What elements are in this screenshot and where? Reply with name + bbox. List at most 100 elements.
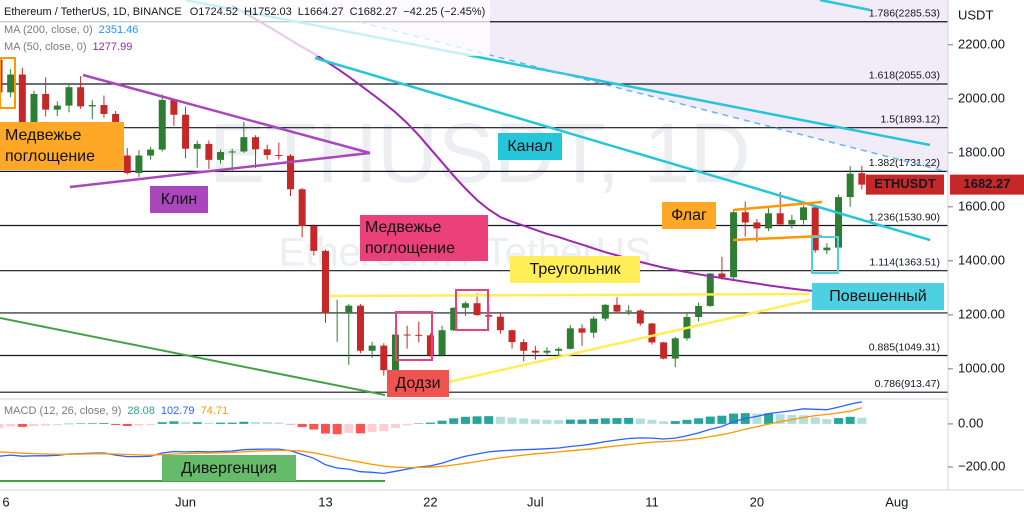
annotation-text: Медвежье (5, 127, 81, 144)
level-label: 1.236(1530.90) (869, 211, 940, 223)
symbol-tag-label: ETHUSDT (874, 176, 935, 191)
candle-body (823, 247, 831, 251)
annotation-box (162, 455, 296, 481)
axes: 1000.00 1200.00 1400.00 1600.00 1800.00 2000.… (2, 36, 1024, 509)
macd-histogram-bar (41, 423, 51, 426)
macd-histogram-bar (239, 421, 249, 424)
fib-levels: 1.786(2285.53) 1.618(2055.03) 1.5(1893.12)… (0, 8, 948, 393)
annotation-text: Клин (161, 191, 197, 208)
macd-histogram-bar (495, 416, 505, 424)
ma-name: MA (50, close, 0) (4, 41, 87, 53)
level-label: 0.786(913.47) (875, 378, 940, 390)
candle-body (636, 310, 644, 324)
wedge-line (82, 73, 371, 155)
macd-histogram-bar (251, 421, 261, 424)
pattern-box (395, 311, 433, 361)
candle-body (450, 307, 458, 331)
x-tick-label: Jun (175, 494, 196, 509)
annotation-text: Флаг (671, 207, 707, 224)
candle-body (147, 149, 155, 156)
candle-body (520, 342, 528, 351)
ohlc-label: L (298, 6, 304, 18)
macd-line (0, 407, 862, 469)
y-tick-label: 1200.00 (958, 306, 1005, 321)
symbol-title: Ethereum / TetherUS, 1D, BINANCE (4, 6, 182, 18)
ohlc-label: O (190, 6, 199, 18)
candle-body (415, 334, 423, 336)
macd-histogram-bar (834, 418, 844, 424)
y-tick-label: 1600.00 (958, 198, 1005, 213)
macd-value: 28.08 (127, 405, 155, 417)
candle-body (613, 304, 621, 312)
macd-histogram-bar (402, 423, 412, 426)
candle-body (718, 273, 726, 278)
level-label: 1.618(2055.03) (869, 70, 940, 82)
y-tick-label: 1800.00 (958, 144, 1005, 159)
macd-histogram-bar (425, 422, 435, 424)
watermark-main: ETHUSDT, 1D (209, 106, 750, 200)
flag-line (732, 234, 823, 242)
annotation-box (150, 186, 208, 213)
symbol-tag (866, 174, 944, 195)
candle-body (228, 151, 236, 153)
macd-histogram-bar (799, 415, 809, 424)
candle-body (240, 137, 248, 152)
legend-backdrop (0, 0, 490, 56)
macd-histogram-bar (449, 418, 459, 424)
macd-histogram-bar (624, 417, 634, 424)
macd-histogram-bar (367, 423, 377, 432)
candle-body (275, 154, 283, 156)
macd-histogram-bar (659, 421, 669, 424)
macd-histogram-bar (694, 418, 704, 424)
macd-histogram-bar (635, 418, 645, 424)
macd-histogram-bar (857, 417, 867, 424)
candle-body (252, 137, 260, 150)
candle-body (590, 318, 598, 333)
price-tag-label: 1682.27 (964, 176, 1011, 191)
macd-histogram-bar (134, 423, 144, 426)
macd-histogram-bar (390, 423, 400, 428)
candle-body (578, 328, 586, 333)
annotation-text: Повешенный (829, 288, 926, 305)
ma-legend: MA (50, close, 0) 1277.99 (4, 41, 132, 53)
candle-body (531, 350, 539, 353)
flag-line (732, 200, 823, 212)
candle-body (776, 213, 784, 225)
candle-body (217, 152, 225, 160)
macd-histogram-bar (589, 418, 599, 424)
candle-body (263, 149, 271, 155)
macd-histogram-bar (554, 420, 564, 424)
macd-histogram-bar (227, 422, 237, 424)
annotation-text: Дивергенция (181, 460, 277, 477)
macd-histogram-bar (507, 417, 517, 424)
channel-line (314, 56, 931, 242)
macd-name: MACD (12, 26, close, 9) (4, 405, 121, 417)
macd-histogram-bar (320, 423, 330, 434)
candle-body (158, 99, 166, 150)
macd-histogram-bar (682, 419, 692, 424)
candle-body (345, 305, 353, 313)
y-tick-label: 2000.00 (958, 90, 1005, 105)
ma-name: MA (200, close, 0) (4, 24, 93, 36)
level-label: 1.382(1731.22) (869, 157, 940, 169)
macd-histogram-bar (157, 422, 167, 424)
divergence-line (0, 317, 386, 396)
macd-histogram-bar (122, 423, 132, 427)
macd-histogram-bar (484, 416, 494, 424)
macd-histogram-bar (764, 413, 774, 424)
ohlc-value: 1724.52 (198, 6, 238, 18)
candle-body (601, 304, 609, 319)
ohlc-value: 1752.03 (252, 6, 292, 18)
annotation-box (0, 122, 124, 170)
macd-histogram-bar (262, 422, 272, 424)
y-tick-label: 1000.00 (958, 360, 1005, 375)
moving-average (231, 4, 862, 295)
macd-histogram-bar (530, 419, 540, 424)
candle-body (100, 105, 108, 114)
x-tick-label: 11 (645, 494, 659, 509)
x-tick-label: 20 (750, 494, 764, 509)
macd-histogram-bar (542, 419, 552, 424)
macd-histogram-bar (0, 423, 4, 429)
candle-body (30, 93, 38, 123)
